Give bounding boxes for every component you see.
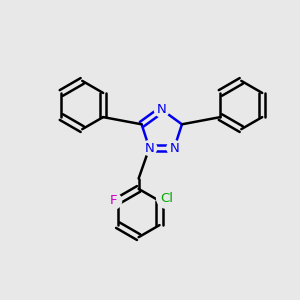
Text: F: F bbox=[110, 194, 117, 208]
Circle shape bbox=[154, 102, 169, 117]
Text: N: N bbox=[169, 142, 179, 154]
Text: N: N bbox=[144, 142, 154, 154]
Circle shape bbox=[157, 188, 177, 208]
Text: N: N bbox=[157, 103, 167, 116]
Circle shape bbox=[142, 141, 157, 155]
Circle shape bbox=[105, 193, 122, 209]
Circle shape bbox=[167, 141, 182, 155]
Text: Cl: Cl bbox=[160, 191, 173, 205]
